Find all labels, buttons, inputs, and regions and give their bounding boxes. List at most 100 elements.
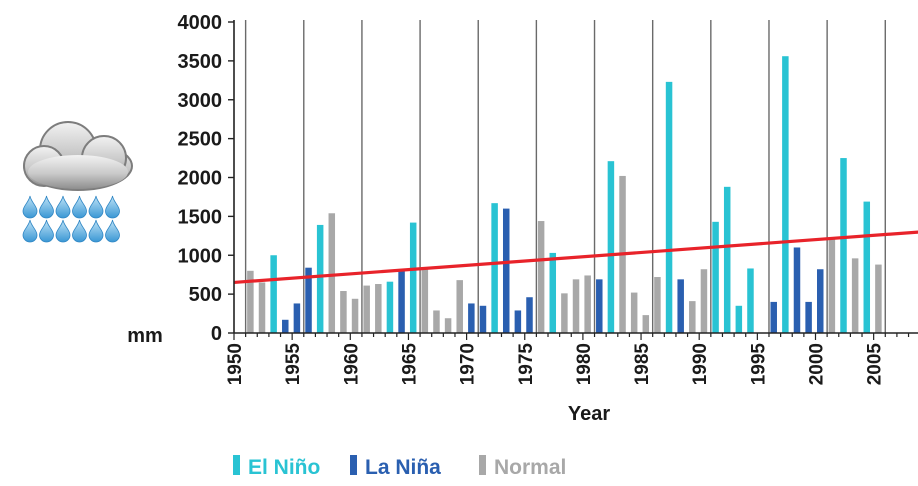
bar-1978 [561,293,568,333]
rain-cloud-icon [22,121,133,243]
x-tick-label-1995: 1995 [748,343,769,386]
bar-1982 [607,161,615,333]
bar-1999 [805,301,812,333]
bar-1991 [712,221,719,333]
bar-2002 [840,158,847,333]
bar-1994 [747,268,754,333]
trendline-line [233,230,918,285]
legend-label-normal: Normal [494,456,566,479]
legend-swatch-normal [479,455,486,475]
bar-1987 [665,81,673,334]
bar-1975 [526,297,533,333]
bar-1990 [700,269,708,333]
bar-1970 [468,303,475,333]
legend-label-elnino: El Niño [248,456,320,479]
x-tick-label-1960: 1960 [341,343,362,385]
y-tick-label-2500: 2500 [178,129,223,151]
bar-1956 [305,267,312,333]
bar-1963 [386,281,394,333]
x-tick-label-1980: 1980 [574,343,595,385]
bar-1977 [549,252,557,333]
raindrop-icon [22,219,38,243]
raindrop-icon [105,195,120,219]
legend-swatch-elnino [233,455,240,475]
x-tick-label-1950: 1950 [225,343,246,385]
bar-1985 [642,315,650,333]
bar-1962 [375,284,382,333]
x-tick-labels: 1950 1955 1960 1965 1970 1975 1980 1985 1990 1995… [225,333,910,386]
x-tick-label-1975: 1975 [516,343,537,386]
bar-1964 [398,270,405,333]
y-tick-label-3000: 3000 [178,90,223,112]
bar-2000 [817,269,824,333]
bar-1966 [421,269,429,333]
y-tick-label-1000: 1000 [178,245,223,267]
bar-2001 [828,238,836,333]
x-tick-label-1955: 1955 [283,343,304,386]
bar-1967 [433,310,440,333]
raindrop-icon [55,219,71,243]
bar-1998 [793,247,801,333]
raindrops [22,195,120,243]
bar-1972 [491,203,498,333]
x-tick-label-2005: 2005 [865,343,886,386]
bar-1984 [630,292,638,333]
bar-1953 [270,255,277,333]
bar-1952 [258,282,266,333]
bar-1996 [770,301,777,333]
bar-1971 [479,305,487,333]
raindrop-icon [39,219,54,243]
raindrop-icon [55,195,71,219]
y-tick-label-4000: 4000 [178,12,223,34]
cloud-shape [23,121,133,191]
bar-1968 [444,318,452,333]
vertical-gridlines [244,20,886,333]
bar-1960 [351,298,359,333]
bar-1958 [328,213,336,333]
bar-2005 [875,264,882,333]
bar-1959 [340,291,347,333]
bar-1988 [677,279,684,333]
bar-1961 [363,285,370,333]
y-tick-labels: 0 500 1000 1500 2000 2500 3000 3500 4000 [178,12,234,345]
x-tick-label-1965: 1965 [399,343,420,386]
bar-1957 [316,224,324,333]
raindrop-icon [72,219,87,243]
raindrop-icon [22,195,38,219]
x-tick-label-1970: 1970 [458,343,479,385]
raindrop-icon [88,195,104,219]
bar-1981 [596,279,603,333]
bar-1980 [584,275,591,333]
bar-1951 [247,270,254,333]
x-tick-label-2000: 2000 [807,343,828,385]
bar-1986 [654,277,661,333]
y-tick-label-3500: 3500 [178,51,223,73]
raindrop-icon [39,195,54,219]
raindrop-icon [88,219,104,243]
bar-1955 [293,303,301,333]
y-tick-label-1500: 1500 [178,206,223,228]
y-tick-label-2000: 2000 [178,168,223,190]
bar-1997 [782,56,789,334]
x-tick-label-1990: 1990 [690,343,711,385]
x-tick-label-1985: 1985 [632,343,653,386]
bar-1992 [723,186,731,333]
bar-series [247,56,882,334]
bar-1989 [689,301,696,333]
legend: El Niño La Niña Normal [233,455,566,479]
bar-1976 [537,221,545,333]
x-axis-title: Year [568,403,610,425]
bar-2003 [851,258,859,333]
legend-label-lanina: La Niña [365,456,441,479]
bar-1974 [514,310,522,333]
bar-1969 [456,280,463,333]
y-unit-label: mm [127,325,163,347]
bar-1979 [572,279,580,333]
bar-1954 [282,319,289,333]
bar-1965 [409,222,417,333]
raindrop-icon [72,195,87,219]
raindrop-icon [105,219,120,243]
bar-1973 [502,208,510,333]
